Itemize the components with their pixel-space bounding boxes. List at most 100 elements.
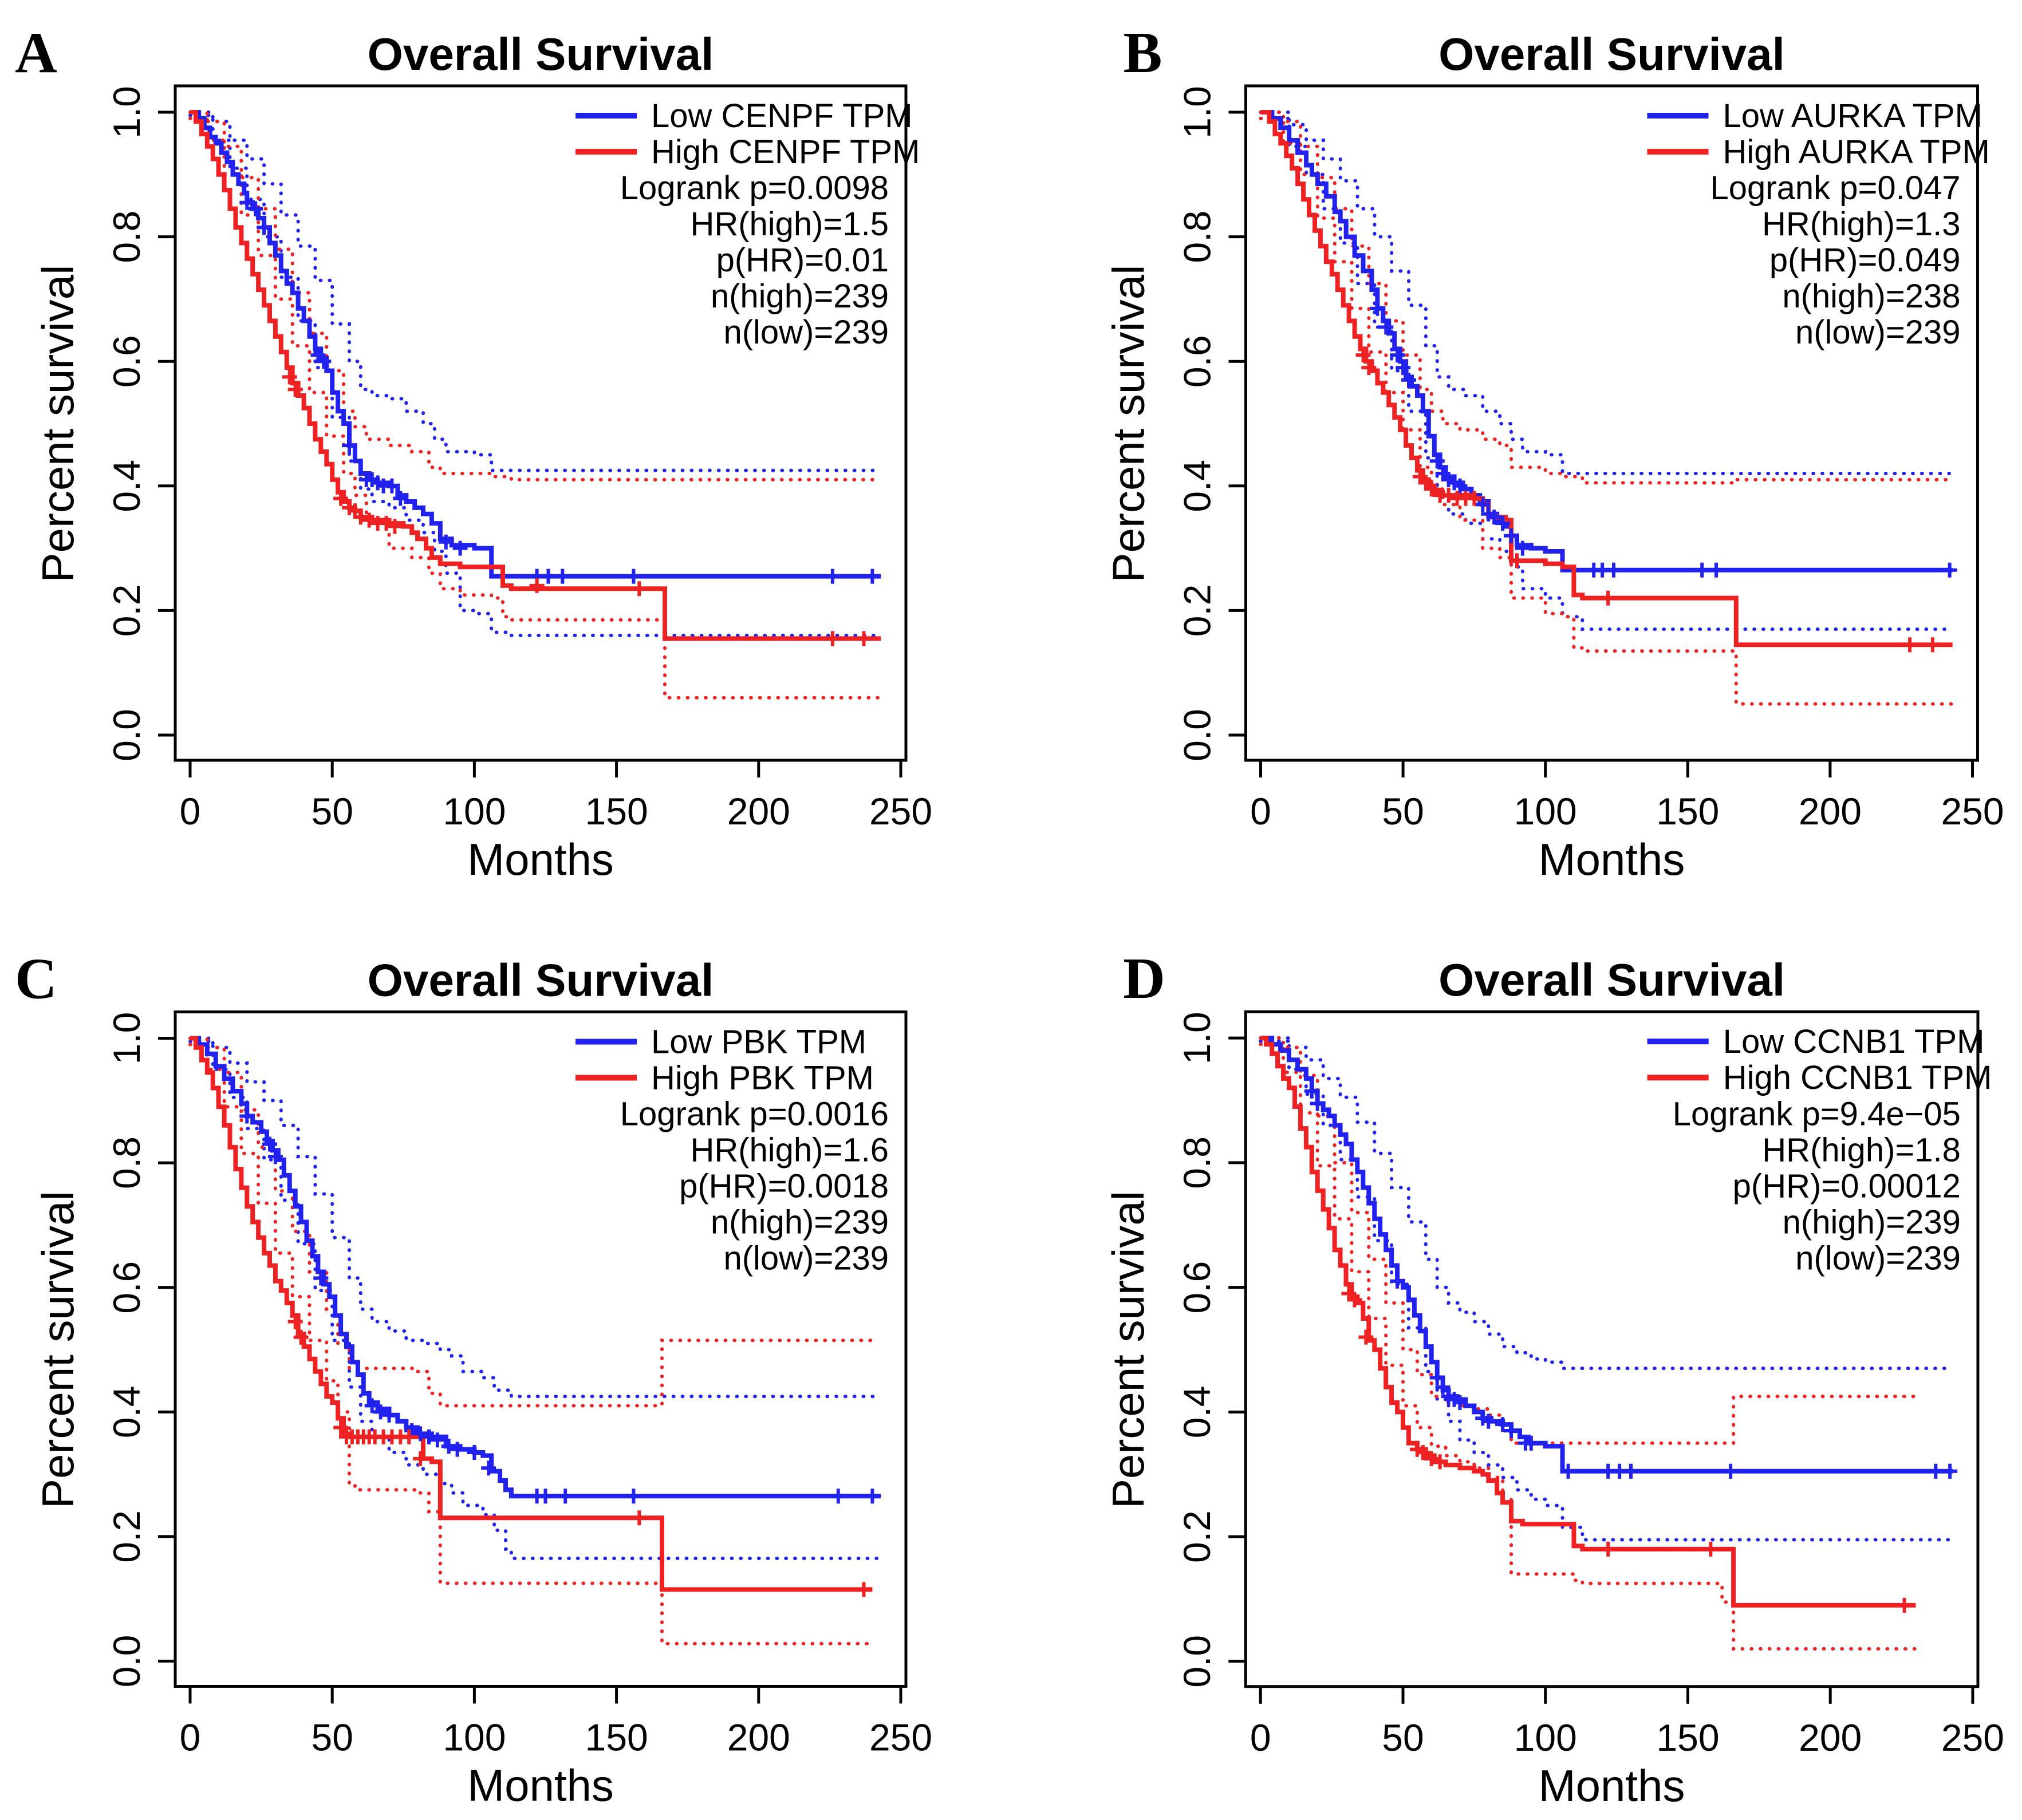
panel-c-pbk: C Overall Survival 0 50 100 150 200 250 0.0 0.2 0.… [0,910,1011,1820]
x-axis-label: Months [467,1760,614,1811]
high-censor-marks [282,369,872,646]
low-censor-marks [239,195,880,584]
y-tick-label: 0.2 [105,1510,148,1563]
stat-line: Logrank p=0.0098 [620,169,889,207]
stat-line: p(HR)=0.01 [716,242,889,279]
panel-letter: B [1124,21,1162,85]
stat-line: n(low)=239 [1795,314,1961,351]
x-tick-label: 50 [311,790,353,832]
stat-line: n(high)=239 [711,1204,889,1241]
x-tick-label: 50 [1382,790,1424,832]
x-axis-label: Months [1539,834,1685,885]
plot-box [174,84,908,762]
x-tick-label: 250 [869,1716,932,1759]
plot-box [1244,84,1979,762]
plot-title: Overall Survival [1438,29,1785,80]
y-tick-label: 0.8 [105,211,148,263]
x-tick-label: 100 [443,1716,506,1759]
survival-plot-a: A Overall Survival 0 50 100 150 200 250 0.0 0.2 0.… [15,21,932,885]
y-axis-label: Percent survival [33,1191,83,1509]
y-tick-label: 0.4 [1176,460,1219,512]
y-tick-label: 0.0 [105,1635,148,1688]
y-axis-label: Percent survival [33,265,83,583]
y-tick-label: 0.0 [1176,1635,1218,1688]
legend-label-low: Low CCNB1 TPM [1723,1023,1985,1060]
stat-line: HR(high)=1.8 [1762,1131,1961,1168]
x-tick-label: 50 [311,1716,353,1759]
ci-low-lower [188,1039,883,1560]
y-tick-label: 0.6 [105,1261,148,1314]
y-tick-label: 0.8 [1176,1136,1218,1189]
stat-line: Logrank p=0.047 [1710,169,1961,207]
high-survival-curve [1260,110,1953,648]
survival-plot-d: D Overall Survival 0 50 100 150 200 250 0.0 0.2 0.… [1103,946,2004,1811]
y-tick-label: 0.4 [1176,1385,1218,1438]
x-axis-label: Months [467,834,614,885]
legend-label-high: High CCNB1 TPM [1723,1059,1992,1096]
stat-line: p(HR)=0.00012 [1733,1167,1961,1205]
legend-label-high: High CENPF TPM [651,133,920,171]
ci-low-upper [1259,1036,1955,1371]
y-tick-label: 1.0 [1176,1012,1218,1064]
plot-box [1244,1010,1980,1688]
y-tick-label: 0.8 [105,1136,148,1189]
panel-d-ccnb1: D Overall Survival 0 50 100 150 200 250 0.0 0.2 0.… [1011,910,2022,1820]
stat-line: HR(high)=1.5 [690,206,889,243]
ci-high-upper [1259,110,1954,485]
y-tick-label: 0.2 [1176,585,1219,637]
stat-line: n(low)=239 [723,1240,889,1277]
panel-letter: D [1123,946,1165,1011]
ci-low-upper [1259,110,1954,475]
survival-plot-b: B Overall Survival 0 50 100 150 200 250 0.0 0.2 0.… [1103,21,2004,885]
y-tick-label: 1.0 [105,86,148,139]
ci-high-lower [188,1043,874,1645]
x-tick-label: 150 [585,790,648,832]
x-tick-label: 0 [180,790,201,832]
stat-line: n(low)=239 [1795,1239,1961,1277]
x-tick-label: 150 [1656,790,1719,832]
stat-line: n(low)=239 [723,314,889,351]
ci-low-lower [188,113,883,637]
legend-label-low: Low CENPF TPM [651,97,913,135]
x-tick-label: 0 [180,1716,201,1759]
stat-line: HR(high)=1.3 [1762,206,1961,243]
y-axis-label: Percent survival [1103,265,1154,583]
x-tick-label: 0 [1250,790,1271,832]
panel-b-aurka: B Overall Survival 0 50 100 150 200 250 0.0 0.2 0.… [1011,0,2022,910]
x-tick-label: 100 [1514,790,1577,832]
y-tick-label: 0.2 [105,585,148,637]
ci-low-lower [1259,116,1954,631]
plot-box [174,1010,908,1688]
plot-title: Overall Survival [1438,954,1785,1005]
survival-plot-c: C Overall Survival 0 50 100 150 200 250 0.0 0.2 0.… [15,947,932,1811]
y-tick-label: 0.4 [105,460,148,512]
plot-title: Overall Survival [368,955,714,1006]
stat-line: Logrank p=0.0016 [620,1096,889,1133]
x-tick-label: 150 [585,1716,648,1759]
x-tick-label: 200 [1799,1716,1862,1759]
y-tick-label: 0.2 [1176,1510,1218,1563]
x-tick-label: 200 [727,1716,790,1759]
stat-line: n(high)=238 [1782,278,1960,315]
x-tick-label: 250 [1941,790,2004,832]
x-tick-label: 100 [1514,1716,1577,1759]
x-axis-label: Months [1539,1760,1685,1811]
y-tick-label: 0.0 [105,709,148,761]
stat-line: n(high)=239 [711,278,889,315]
legend-label-low: Low AURKA TPM [1723,97,1982,135]
y-tick-label: 0.4 [105,1385,148,1438]
y-tick-label: 1.0 [1176,86,1219,139]
y-tick-label: 0.0 [1176,709,1219,761]
legend-label-low: Low PBK TPM [651,1024,866,1061]
ci-high-upper [188,1036,874,1408]
x-tick-label: 250 [1941,1716,2004,1759]
stat-line: p(HR)=0.049 [1769,242,1961,279]
ci-high-lower [1259,1043,1918,1651]
high-censor-marks [287,1314,872,1597]
high-survival-curve [190,110,881,641]
ci-high-lower [1259,116,1954,706]
x-tick-label: 100 [443,790,506,832]
x-tick-label: 250 [869,790,932,832]
low-censor-marks [239,1108,880,1504]
legend-label-high: High AURKA TPM [1723,133,1990,171]
